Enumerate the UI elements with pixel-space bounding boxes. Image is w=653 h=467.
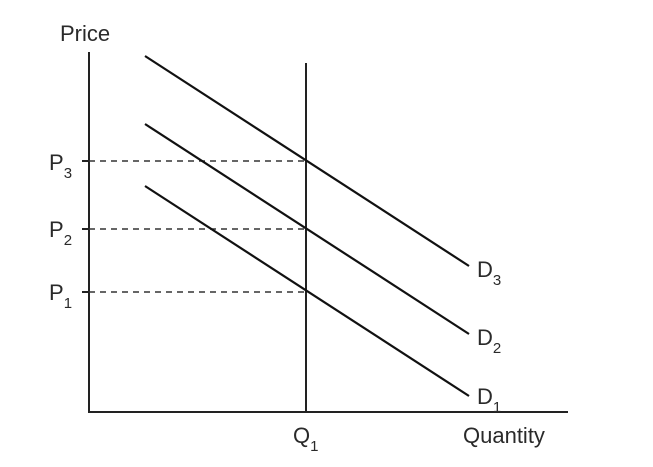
q1-label: Q1 [293, 423, 318, 455]
y-axis-label: Price [60, 21, 110, 46]
demand-curve-d3 [144, 55, 470, 267]
d1-label: D1 [477, 384, 501, 416]
p2-label: P2 [49, 217, 72, 249]
p1-label: P1 [49, 280, 72, 312]
d2-label: D2 [477, 325, 501, 357]
d3-label: D3 [477, 257, 501, 289]
p3-label: P3 [49, 150, 72, 182]
demand-curve-d2 [144, 123, 470, 335]
demand-curve-d1 [144, 185, 470, 397]
x-axis-label: Quantity [463, 423, 545, 448]
